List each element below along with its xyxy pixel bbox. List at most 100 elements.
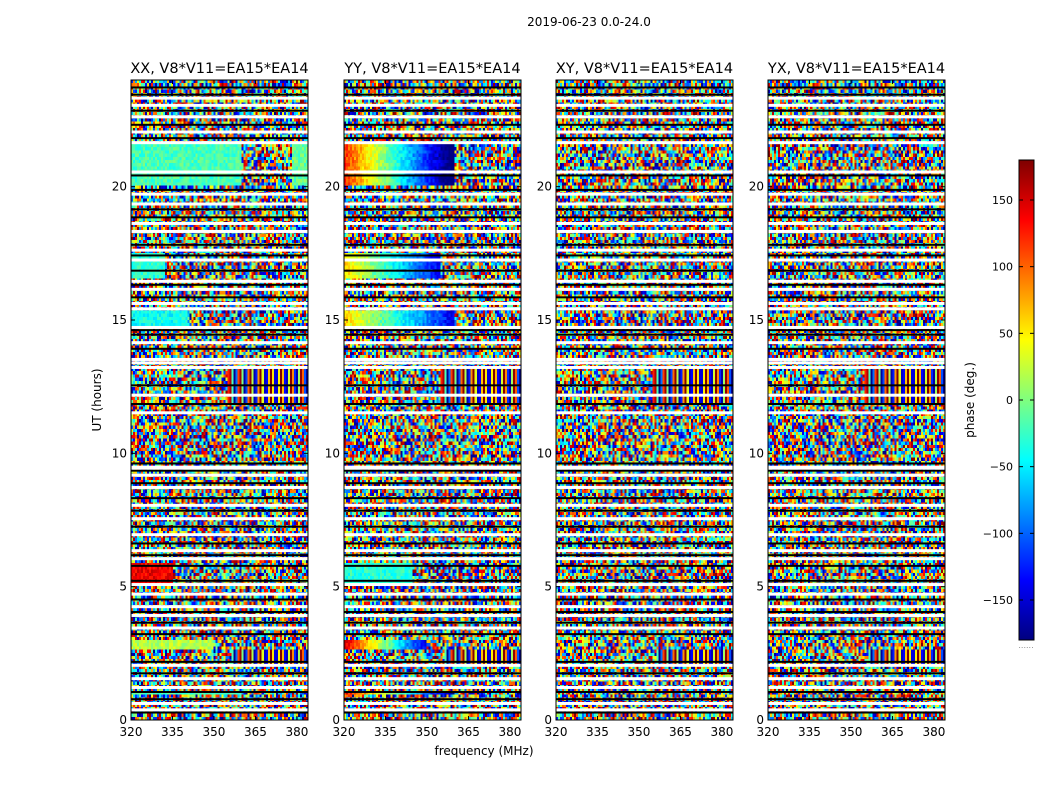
flagged-row [768, 533, 945, 537]
flag-line [556, 497, 733, 500]
flag-line [344, 691, 521, 693]
flag-line [556, 93, 733, 96]
flagged-row [131, 341, 308, 345]
x-tick-label: 365 [881, 725, 904, 739]
flagged-row [556, 341, 733, 345]
flagged-row [768, 708, 945, 712]
flagged-row [131, 115, 308, 119]
flag-line [556, 672, 733, 675]
flagged-row [556, 192, 733, 196]
panel-0: XX, V8*V11=EA15*EA14 320 335 350 365 380 0 5 10 1… [112, 61, 309, 739]
flagged-row [131, 96, 308, 100]
flag-line [556, 579, 733, 582]
flag-line [768, 633, 945, 636]
flag-line [131, 509, 308, 512]
flagged-row [768, 141, 945, 145]
flagged-row [768, 287, 945, 291]
flag-line [131, 254, 308, 257]
flag-line [556, 462, 733, 465]
flag-line [768, 188, 945, 191]
flagged-row [131, 708, 308, 712]
flag-line [556, 611, 733, 613]
flag-line [556, 86, 733, 89]
flag-line [768, 243, 945, 246]
flagged-row [768, 307, 945, 311]
flag-line [556, 269, 733, 272]
flagged-row [556, 583, 733, 587]
y-tick-label: 10 [537, 446, 552, 460]
flagged-row [768, 592, 945, 596]
flagged-row [344, 517, 521, 521]
y-tick-label: 0 [332, 713, 340, 727]
flag-line [344, 462, 521, 465]
flagged-row [556, 393, 733, 397]
flag-line [131, 691, 308, 693]
flagged-row [556, 229, 733, 233]
flag-line [556, 509, 733, 512]
flag-line [556, 109, 733, 112]
flag-line [344, 482, 521, 485]
flagged-row [556, 557, 733, 561]
flagged-row [556, 258, 733, 262]
flagged-row [344, 202, 521, 206]
flag-line [768, 672, 945, 675]
flag-line [344, 384, 521, 387]
flag-line [344, 254, 521, 257]
y-tick-label: 0 [119, 713, 127, 727]
panel-3: YX, V8*V11=EA15*EA14 320 335 350 365 380 0 5 10 1… [749, 61, 946, 739]
flag-line [344, 243, 521, 246]
flag-line [768, 579, 945, 582]
flag-line [344, 347, 521, 350]
flag-line [768, 564, 945, 567]
flagged-row [768, 473, 945, 477]
x-tick-label: 320 [545, 725, 568, 739]
flag-line [344, 554, 521, 557]
flagged-row [131, 130, 308, 134]
flag-line [344, 283, 521, 286]
flagged-row [344, 411, 521, 415]
flag-line [768, 403, 945, 405]
flagged-row [131, 301, 308, 305]
flag-line [344, 598, 521, 601]
flagged-row [556, 115, 733, 119]
flagged-row [556, 96, 733, 100]
flagged-row [344, 466, 521, 470]
colorbar-tick-label: 150 [992, 194, 1013, 207]
flagged-row [131, 485, 308, 489]
flagged-row [344, 221, 521, 225]
flag-line [768, 109, 945, 112]
colorbar-label: phase (deg.) [963, 362, 977, 438]
flag-line [556, 333, 733, 336]
flag-line [768, 660, 945, 663]
flagged-row [344, 613, 521, 617]
flagged-row [344, 677, 521, 681]
flag-line [344, 711, 521, 714]
flag-line [556, 137, 733, 140]
flagged-row [131, 202, 308, 206]
flag-line [556, 469, 733, 472]
flag-line [131, 579, 308, 582]
flagged-row [131, 357, 308, 361]
flagged-row [344, 103, 521, 107]
colorbar-tick-label: 100 [992, 261, 1013, 274]
flag-line [768, 137, 945, 140]
flag-line [344, 269, 521, 272]
flagged-row [768, 365, 945, 369]
flagged-row [768, 517, 945, 521]
flag-line [131, 554, 308, 557]
flag-line [768, 123, 945, 126]
flagged-row [131, 613, 308, 617]
flag-line [556, 216, 733, 219]
heatmap-raster [556, 80, 733, 720]
flagged-row [344, 557, 521, 561]
flagged-row [556, 533, 733, 537]
colorbar: −150 −100 −50 0 50 100 150 [983, 159, 1035, 641]
flagged-row [131, 287, 308, 291]
x-tick-label: 365 [669, 725, 692, 739]
flagged-row [344, 229, 521, 233]
x-tick-label: 380 [285, 725, 308, 739]
flagged-row [131, 411, 308, 415]
y-tick-label: 5 [756, 580, 764, 594]
flagged-row [768, 393, 945, 397]
flag-line [344, 564, 521, 567]
